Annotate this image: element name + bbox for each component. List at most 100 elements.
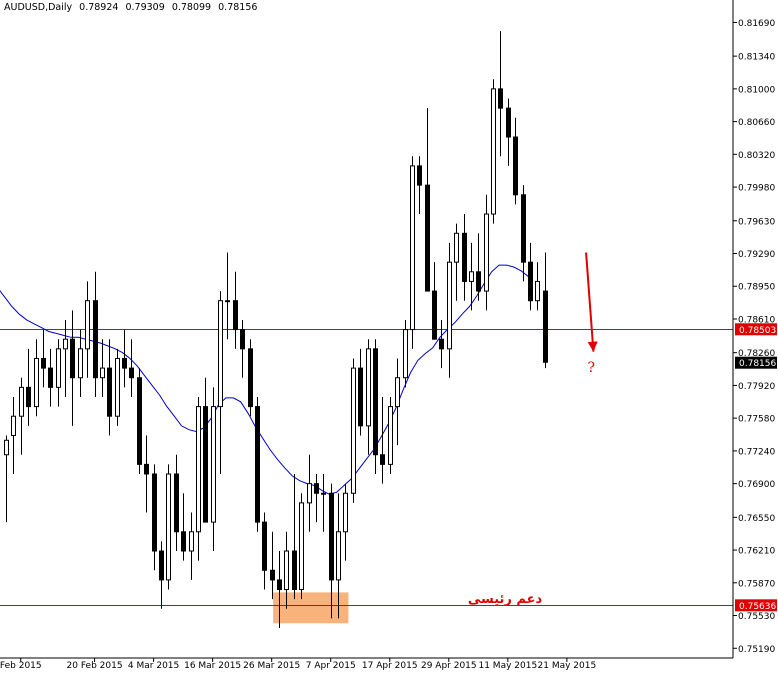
candle — [528, 242, 533, 311]
candle-body-bearish — [439, 338, 444, 350]
candle-body-bearish — [152, 473, 157, 552]
candle — [454, 223, 459, 301]
candle-body-bearish — [358, 367, 363, 427]
candle-body-bullish — [115, 357, 120, 417]
candle — [299, 493, 304, 600]
candle-body-bearish — [432, 290, 437, 340]
candle — [218, 291, 223, 474]
candle-body-bearish — [144, 463, 149, 475]
candle — [189, 512, 194, 580]
candle — [432, 262, 437, 340]
candle-body-bullish — [410, 165, 415, 331]
candle-body-bullish — [63, 338, 68, 350]
candle-body-bullish — [4, 439, 9, 456]
candle — [366, 339, 371, 455]
candle-body-bullish — [336, 531, 341, 581]
candle-body-bearish — [137, 377, 142, 465]
candle — [351, 358, 356, 503]
candle-body-bearish — [70, 338, 75, 379]
candle-body-bearish — [159, 550, 164, 581]
candle-body-bearish — [93, 300, 98, 379]
candle — [262, 512, 267, 590]
candle-body-bullish — [447, 261, 452, 350]
candle — [196, 396, 201, 561]
candle-body-bullish — [366, 348, 371, 427]
candle-body-bearish — [329, 492, 334, 581]
candle — [358, 348, 363, 436]
candle — [543, 252, 548, 369]
candle — [329, 483, 334, 619]
candle-body-bullish — [225, 300, 230, 303]
candle-body-bullish — [211, 406, 216, 523]
candle-body-bullish — [469, 271, 474, 282]
candle — [248, 339, 253, 417]
candle — [277, 551, 282, 629]
candle-body-bearish — [48, 367, 53, 388]
y-tick-label: 0.77240 — [738, 447, 775, 457]
candle-body-bearish — [41, 357, 46, 369]
candle — [26, 348, 31, 426]
candle-body-bullish — [484, 213, 489, 292]
candle-body-bearish — [528, 261, 533, 302]
candle — [469, 242, 474, 311]
candle — [41, 329, 46, 388]
candle-body-bullish — [85, 300, 90, 350]
candle — [476, 233, 481, 301]
candle-body-bullish — [11, 415, 16, 436]
open-value: 0.78924 — [79, 2, 119, 13]
candle-body-bullish — [535, 280, 540, 302]
x-tick-label: 20 Feb 2015 — [67, 661, 123, 671]
candle-body-bearish — [521, 194, 526, 263]
y-tick-label: 0.76900 — [738, 480, 775, 490]
x-tick-label: 11 May 2015 — [478, 661, 537, 671]
candle — [498, 31, 503, 157]
candle — [380, 396, 385, 484]
candle — [107, 339, 112, 436]
candle — [34, 339, 39, 417]
candle — [336, 493, 341, 619]
candle — [270, 531, 275, 600]
y-tick-label: 0.79290 — [738, 250, 775, 260]
candle — [11, 396, 16, 474]
candle-body-bearish — [203, 406, 208, 523]
candle-body-bullish — [56, 348, 61, 388]
candle — [321, 473, 326, 532]
chart-title-bar: AUDUSD,Daily 0.78924 0.79309 0.78099 0.7… — [4, 2, 261, 13]
candle — [122, 329, 127, 388]
x-tick-label: Feb 2015 — [0, 661, 42, 671]
candle — [100, 339, 105, 397]
candle-body-bearish — [255, 406, 260, 523]
candle-body-bullish — [388, 406, 393, 465]
support-line-price-label: 0.75636 — [739, 602, 776, 612]
candle — [535, 262, 540, 311]
y-tick-label: 0.81690 — [738, 19, 775, 29]
candle — [63, 319, 68, 397]
candle — [48, 348, 53, 407]
y-tick-label: 0.79980 — [738, 184, 775, 194]
candle-body-bullish — [196, 406, 201, 533]
candle — [491, 79, 496, 224]
candle-body-bearish — [107, 367, 112, 417]
candle-body-bearish — [513, 136, 518, 196]
candle-body-bullish — [19, 386, 24, 417]
y-tick-label: 0.80660 — [738, 118, 775, 128]
candle — [506, 98, 511, 166]
x-tick-label: 17 Apr 2015 — [362, 661, 418, 671]
candle — [410, 156, 415, 349]
candle — [521, 185, 526, 282]
candle — [19, 377, 24, 455]
candle-body-bearish — [181, 531, 186, 552]
candle-body-bearish — [292, 550, 297, 591]
candle — [292, 473, 297, 600]
candle — [174, 454, 179, 552]
candle — [395, 358, 400, 446]
candle-body-bullish — [34, 357, 39, 408]
candle-body-bullish — [166, 473, 171, 581]
candle — [240, 319, 245, 378]
candle-body-bullish — [491, 88, 496, 215]
candle-body-bullish — [395, 377, 400, 408]
candle-body-bearish — [417, 165, 422, 186]
candle-body-bearish — [543, 290, 548, 363]
candle-body-bullish — [321, 492, 326, 495]
candle — [115, 348, 120, 426]
